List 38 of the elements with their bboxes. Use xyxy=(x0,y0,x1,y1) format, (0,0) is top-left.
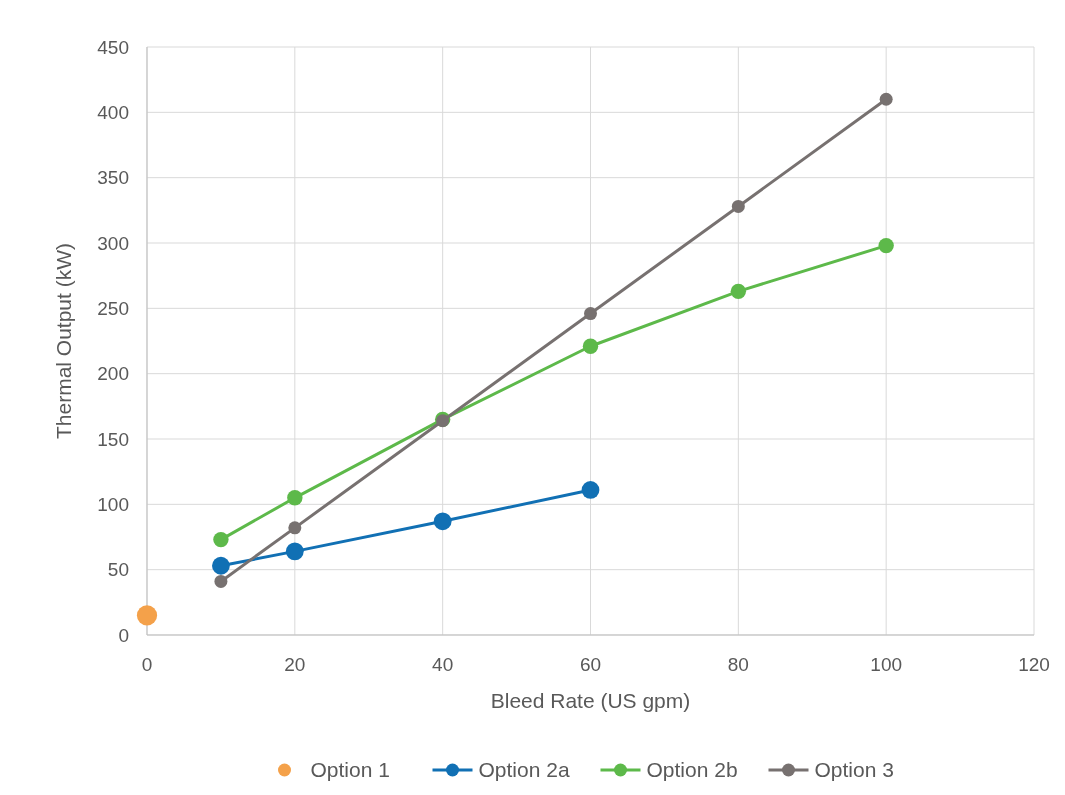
point xyxy=(285,542,304,561)
point xyxy=(879,92,893,106)
x-tick-label: 60 xyxy=(579,654,602,675)
point xyxy=(582,338,599,354)
x-tick-label: 100 xyxy=(870,654,903,675)
y-axis-title: Thermal Output (kW) xyxy=(52,242,75,440)
point xyxy=(212,556,230,575)
point xyxy=(136,605,158,626)
x-tick-label: 80 xyxy=(727,654,749,675)
y-tick-label: 0 xyxy=(118,624,129,646)
legend-label: Option 3 xyxy=(814,758,894,782)
y-tick-label: 250 xyxy=(97,297,129,319)
legend-label: Option 1 xyxy=(310,758,390,782)
x-axis-title: Bleed Rate (US gpm) xyxy=(490,689,691,712)
x-tick-label: 0 xyxy=(141,654,153,675)
y-tick-label: 350 xyxy=(97,167,129,189)
y-tick-label: 150 xyxy=(97,428,129,450)
x-tick-label: 120 xyxy=(1018,654,1050,675)
point xyxy=(730,283,747,300)
x-tick-label: 40 xyxy=(432,654,454,675)
point xyxy=(581,481,600,499)
point xyxy=(214,574,228,588)
y-tick-label: 450 xyxy=(97,36,129,58)
point xyxy=(287,490,303,506)
legend-label: Option 2a xyxy=(478,758,570,782)
y-tick-label: 200 xyxy=(97,363,129,385)
x-tick-label: 20 xyxy=(284,654,306,675)
y-tick-label: 400 xyxy=(97,101,129,123)
point xyxy=(584,307,597,321)
y-tick-label: 50 xyxy=(107,559,129,581)
point xyxy=(878,237,894,254)
y-tick-label: 100 xyxy=(97,493,129,515)
point xyxy=(288,521,302,535)
point xyxy=(213,531,229,548)
legend-label: Option 2b xyxy=(646,758,738,782)
y-tick-label: 300 xyxy=(97,232,129,254)
point xyxy=(731,199,745,213)
point xyxy=(433,512,452,531)
